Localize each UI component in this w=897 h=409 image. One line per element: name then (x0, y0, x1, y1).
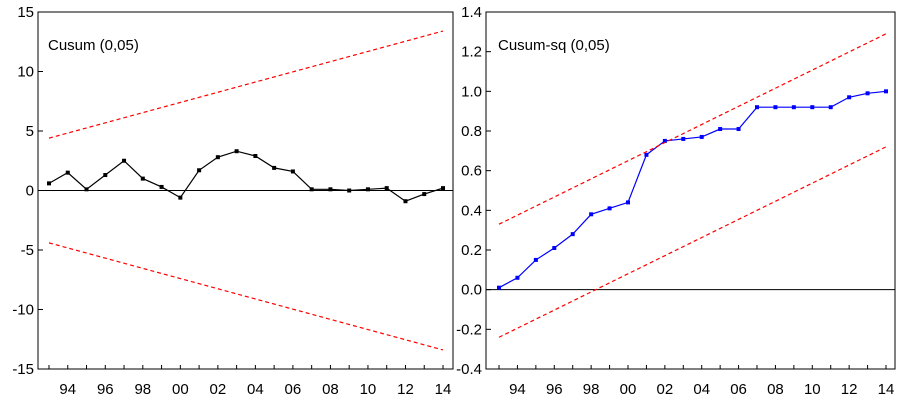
cusum-point (290, 169, 295, 174)
cusum-sq-ytick-label: 0.4 (461, 202, 482, 219)
cusum-sq-point (718, 127, 723, 132)
cusum-xtick-label: 06 (285, 381, 302, 398)
cusum-sq-plot-frame (485, 11, 896, 370)
cusum-point (178, 195, 183, 200)
cusum-sq-point (533, 257, 538, 262)
cusum-point (441, 186, 445, 191)
cusum-point (197, 168, 202, 173)
cusum-sq-point (828, 105, 833, 110)
cusum-sq-xtick-label: 14 (878, 381, 895, 398)
cusum-sq-xtick-label: 06 (730, 381, 747, 398)
cusum-statistic-line (48, 150, 444, 202)
cusum-chart: Cusum (0,05) -15 -10 -5 0 5 10 15 94 96 98 00 02 04 0… (12, 4, 454, 398)
cusum-xtick-label: 14 (435, 381, 452, 398)
cusum-sq-ytick-label: 1.0 (461, 83, 482, 100)
cusum-point (234, 149, 239, 154)
cusum-sq-ytick-label: 0.8 (461, 123, 482, 140)
cusum-xtick-label: 12 (397, 381, 414, 398)
cusum-bound-line-2 (48, 242, 444, 351)
cusum-point (122, 158, 127, 163)
cusum-sq-xtick-label: 02 (657, 381, 674, 398)
cusum-sq-ytick-label: 1.2 (461, 44, 482, 61)
cusum-point (384, 186, 389, 191)
cusum-xtick-label: 00 (172, 381, 189, 398)
cusum-chart-title: Cusum (0,05) (48, 37, 139, 54)
cusum-point (159, 184, 164, 189)
cusum-sq-point (773, 105, 778, 110)
cusum-sq-point (681, 136, 686, 141)
cusum-sq-point (607, 206, 612, 211)
cusum-point (140, 176, 145, 181)
cusum-series (38, 30, 453, 351)
cusum-sq-point (552, 246, 557, 251)
cusum-xtick-label: 04 (247, 381, 264, 398)
cusum-point (365, 187, 370, 192)
cusum-sq-ytick-label: 0.6 (461, 163, 482, 180)
cusum-point (422, 192, 427, 197)
cusum-sq-xtick-label: 08 (767, 381, 784, 398)
cusum-sq-xtick-label: 98 (583, 381, 600, 398)
cusum-sq-point (644, 152, 649, 157)
cusum-sq-point (626, 200, 630, 205)
cusum-ytick-label: -5 (21, 242, 34, 259)
cusum-sq-series (486, 33, 895, 338)
cusum-sq-point (884, 89, 888, 94)
cusum-sq-point (662, 138, 667, 143)
cusum-sq-point (865, 91, 870, 96)
cusum-point (253, 153, 258, 158)
cusum-sq-bound-line-1 (498, 33, 887, 225)
cusum-sq-point (589, 212, 594, 217)
cusum-sq-ytick-label: 0.0 (461, 282, 482, 299)
cusum-point (215, 155, 220, 160)
cusum-sq-chart: Cusum-sq (0,05) -0.4 -0.2 0.0 0.2 0.4 0.6 0.8 1… (456, 4, 896, 398)
cusum-axes: -15 -10 -5 0 5 10 15 94 96 98 00 02 04 06 08 10 12 14 (12, 4, 451, 398)
cusum-ytick-label: 15 (17, 4, 34, 21)
cusum-xtick-label: 98 (134, 381, 151, 398)
cusum-ytick-label: -15 (12, 361, 34, 378)
cusum-point (65, 170, 70, 175)
cusum-point (47, 181, 51, 186)
cusum-sq-point (810, 105, 815, 110)
cusum-xtick-label: 94 (59, 381, 76, 398)
cusum-xtick-label: 10 (360, 381, 377, 398)
cusum-point (403, 199, 408, 204)
cusum-sq-xtick-label: 00 (620, 381, 637, 398)
cusum-ytick-label: 0 (26, 183, 34, 200)
cusum-sq-xtick-label: 94 (509, 381, 526, 398)
cusum-sq-xtick-label: 12 (841, 381, 858, 398)
cusum-sq-bound-line-2 (498, 146, 887, 338)
cusum-sq-point (570, 232, 575, 237)
cusum-sq-point (791, 105, 796, 110)
cusum-ytick-label: 10 (17, 64, 34, 81)
cusum-point (272, 165, 277, 170)
cusum-xtick-label: 96 (97, 381, 114, 398)
cusum-xtick-label: 08 (322, 381, 339, 398)
cusum-sq-ytick-label: -0.2 (456, 321, 482, 338)
cusum-sq-ytick-label: -0.4 (456, 361, 482, 378)
cusum-sq-xtick-label: 04 (693, 381, 710, 398)
cusum-point (103, 173, 108, 178)
cusum-sq-ytick-label: 1.4 (461, 4, 482, 21)
cusum-point (309, 187, 314, 192)
cusum-sq-point (699, 134, 704, 139)
cusum-sq-chart-title: Cusum-sq (0,05) (498, 37, 610, 54)
cusum-sq-ytick-label: 0.2 (461, 242, 482, 259)
cusum-sq-statistic-line (498, 90, 887, 289)
cusum-bound-line-1 (48, 30, 444, 139)
cusum-point (84, 187, 89, 192)
cusum-xtick-label: 02 (210, 381, 227, 398)
cusum-sq-xtick-label: 10 (804, 381, 821, 398)
cusum-sq-point (515, 275, 520, 280)
cusum-sq-point (497, 285, 501, 290)
cusum-sq-point (755, 105, 759, 110)
cusum-ytick-label: 5 (26, 123, 34, 140)
cusum-sq-point (847, 95, 852, 100)
cusum-point (347, 188, 352, 193)
cusum-point (328, 187, 333, 192)
cusum-sq-xtick-label: 96 (546, 381, 563, 398)
cusum-sq-point (736, 127, 741, 132)
cusum-ytick-label: -10 (12, 302, 34, 319)
cusum-sq-axes: -0.4 -0.2 0.0 0.2 0.4 0.6 0.8 1.0 1.2 1.4 94 96 98 00… (456, 4, 894, 398)
